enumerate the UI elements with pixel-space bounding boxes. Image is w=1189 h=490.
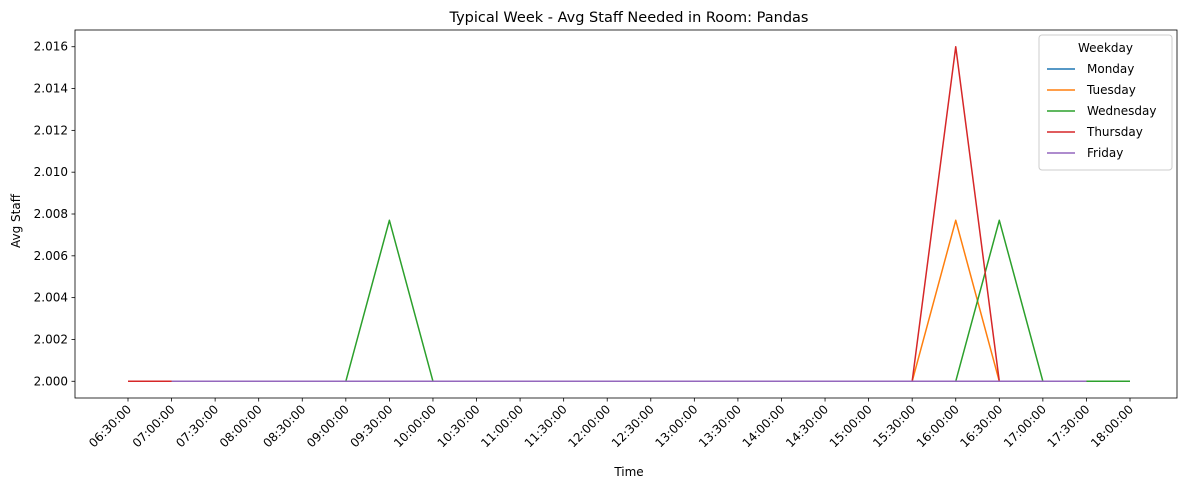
- y-axis-title: Avg Staff: [9, 193, 23, 248]
- chart-title: Typical Week - Avg Staff Needed in Room:…: [449, 10, 809, 26]
- x-tick-label: 15:30:00: [870, 402, 918, 450]
- x-tick-label: 08:00:00: [217, 402, 265, 450]
- legend: Weekday Monday Tuesday Wednesday Thursday Fri…: [1038, 34, 1173, 171]
- x-tick-label: 17:30:00: [1045, 402, 1093, 450]
- x-tick-label: 07:00:00: [130, 402, 178, 450]
- y-tick-label: 2.006: [34, 249, 68, 263]
- plot-frame: [74, 29, 1178, 399]
- x-tick-label: 16:00:00: [914, 402, 962, 450]
- x-axis-title: Time: [613, 465, 643, 479]
- y-tick-label: 2.000: [34, 374, 68, 388]
- legend-label-friday: Friday: [1087, 146, 1123, 160]
- x-tick-label: 09:00:00: [304, 402, 352, 450]
- y-tick-label: 2.002: [34, 332, 68, 346]
- x-tick-label: 12:30:00: [609, 402, 657, 450]
- legend-label-thursday: Thursday: [1086, 125, 1143, 139]
- y-tick-label: 2.008: [34, 207, 68, 221]
- legend-label-tuesday: Tuesday: [1086, 83, 1136, 97]
- x-tick-label: 10:30:00: [435, 402, 483, 450]
- legend-label-wednesday: Wednesday: [1087, 104, 1156, 118]
- x-tick-label: 07:30:00: [173, 402, 221, 450]
- x-tick-label: 08:30:00: [260, 402, 308, 450]
- x-tick-label: 13:30:00: [696, 402, 744, 450]
- x-tick-label: 18:00:00: [1088, 402, 1136, 450]
- plot-area: 2.000 2.002 2.004 2.006 2.008 2.010 2.012 2.014…: [34, 29, 1178, 450]
- series-line-thursday: [128, 45, 1087, 383]
- x-tick-label: 17:00:00: [1001, 402, 1049, 450]
- legend-label-monday: Monday: [1087, 62, 1134, 76]
- x-tick-label: 14:00:00: [740, 402, 788, 450]
- y-tick-label: 2.014: [34, 82, 68, 96]
- y-tick-label: 2.010: [34, 165, 68, 179]
- x-tick-label: 10:00:00: [391, 402, 439, 450]
- series-line-wednesday: [171, 219, 1130, 383]
- x-tick-label: 11:00:00: [478, 402, 526, 450]
- x-tick-label: 12:00:00: [565, 402, 613, 450]
- legend-title: Weekday: [1078, 41, 1133, 55]
- y-tick-label: 2.012: [34, 123, 68, 137]
- x-tick-label: 13:00:00: [652, 402, 700, 450]
- y-tick-label: 2.004: [34, 291, 68, 305]
- x-tick-label: 11:30:00: [522, 402, 570, 450]
- x-tick-label: 15:00:00: [827, 402, 875, 450]
- series-line-tuesday: [171, 219, 1087, 383]
- x-tick-label: 06:30:00: [86, 402, 134, 450]
- x-tick-label: 14:30:00: [783, 402, 831, 450]
- x-tick-label: 09:30:00: [347, 402, 395, 450]
- y-tick-label: 2.016: [34, 40, 68, 54]
- x-tick-label: 16:30:00: [957, 402, 1005, 450]
